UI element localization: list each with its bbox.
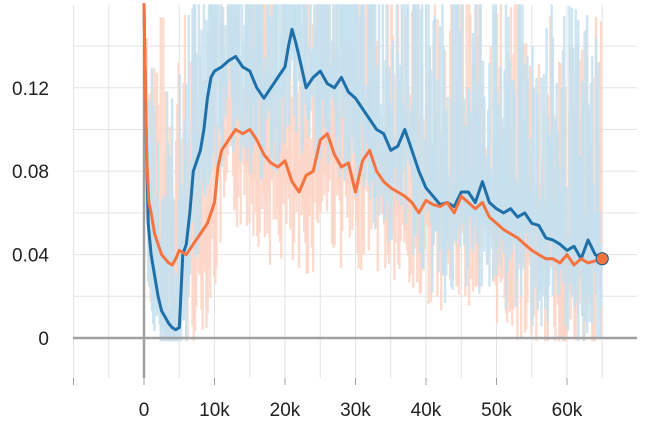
y-tick-label: 0.04 [12, 246, 49, 267]
x-tick-label: 50k [481, 400, 512, 421]
x-tick-label: 40k [411, 400, 442, 421]
series-line-0 [142, 2, 604, 332]
series-line-1 [142, 2, 604, 267]
x-tick-label: 60k [552, 400, 583, 421]
x-tick-label: 10k [199, 400, 230, 421]
smoothed-series-lines [142, 2, 609, 332]
x-tick-label: 20k [270, 400, 301, 421]
x-tick-label: 30k [340, 400, 371, 421]
x-tick-label: 0 [139, 400, 150, 421]
tick-labels: 0 10k 20k 30k 40k 50k 60k 0 0.04 0.08 0.12 [12, 79, 583, 421]
y-tick-label: 0 [38, 329, 49, 350]
series-endpoint-1 [595, 252, 609, 266]
y-tick-label: 0.12 [12, 79, 49, 100]
y-tick-label: 0.08 [12, 162, 49, 183]
